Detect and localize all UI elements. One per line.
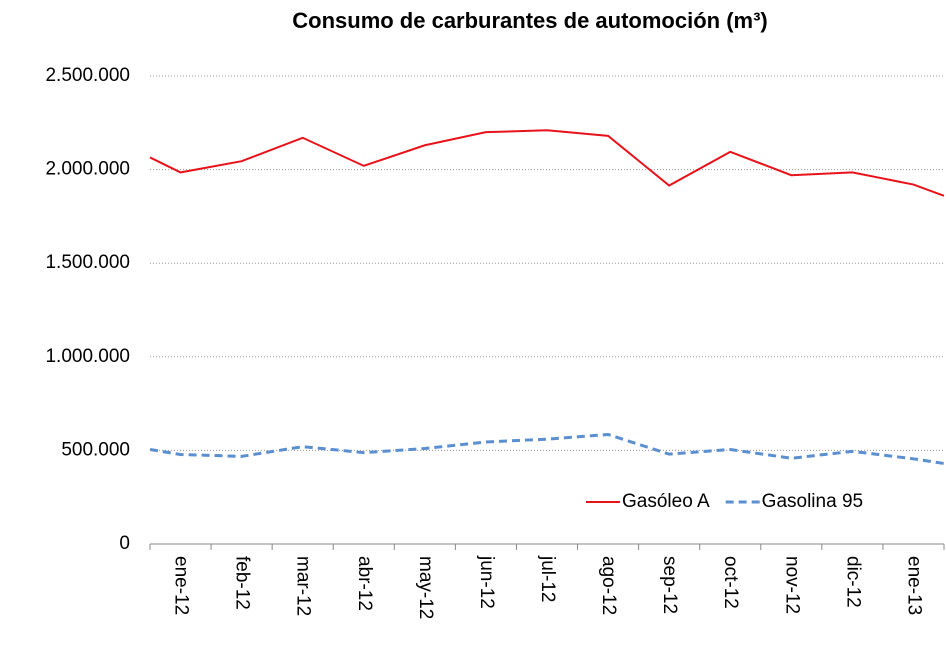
y-tick-label: 2.500.000: [45, 65, 130, 86]
x-tick-label: nov-12: [781, 556, 802, 614]
x-tick-label: jul-12: [537, 555, 558, 602]
x-tick-label: jun-12: [476, 555, 497, 609]
x-tick-label: ago-12: [598, 556, 619, 615]
legend-label: Gasóleo A: [622, 491, 710, 512]
x-tick-label: feb-12: [232, 556, 253, 610]
line-series: [149, 129, 945, 197]
x-tick-label: sep-12: [659, 556, 680, 614]
y-tick-label: 2.000.000: [45, 159, 130, 180]
line-series: [149, 432, 945, 465]
x-tick-label: abr-12: [354, 556, 375, 611]
x-tick-label: ene-12: [171, 556, 192, 615]
y-tick-label: 500.000: [61, 439, 130, 460]
y-tick-label: 1.500.000: [45, 252, 130, 273]
y-tick-label: 0: [119, 533, 130, 554]
x-tick-label: dic-12: [842, 556, 863, 608]
y-tick-label: 1.000.000: [45, 346, 130, 367]
x-tick-label: may-12: [415, 556, 436, 619]
x-tick-label: ene-13: [903, 556, 924, 615]
x-tick-label: oct-12: [720, 556, 741, 609]
chart-title: Consumo de carburantes de automoción (m³…: [292, 8, 768, 33]
legend-label: Gasolina 95: [762, 491, 863, 512]
x-tick-label: mar-12: [293, 556, 314, 616]
